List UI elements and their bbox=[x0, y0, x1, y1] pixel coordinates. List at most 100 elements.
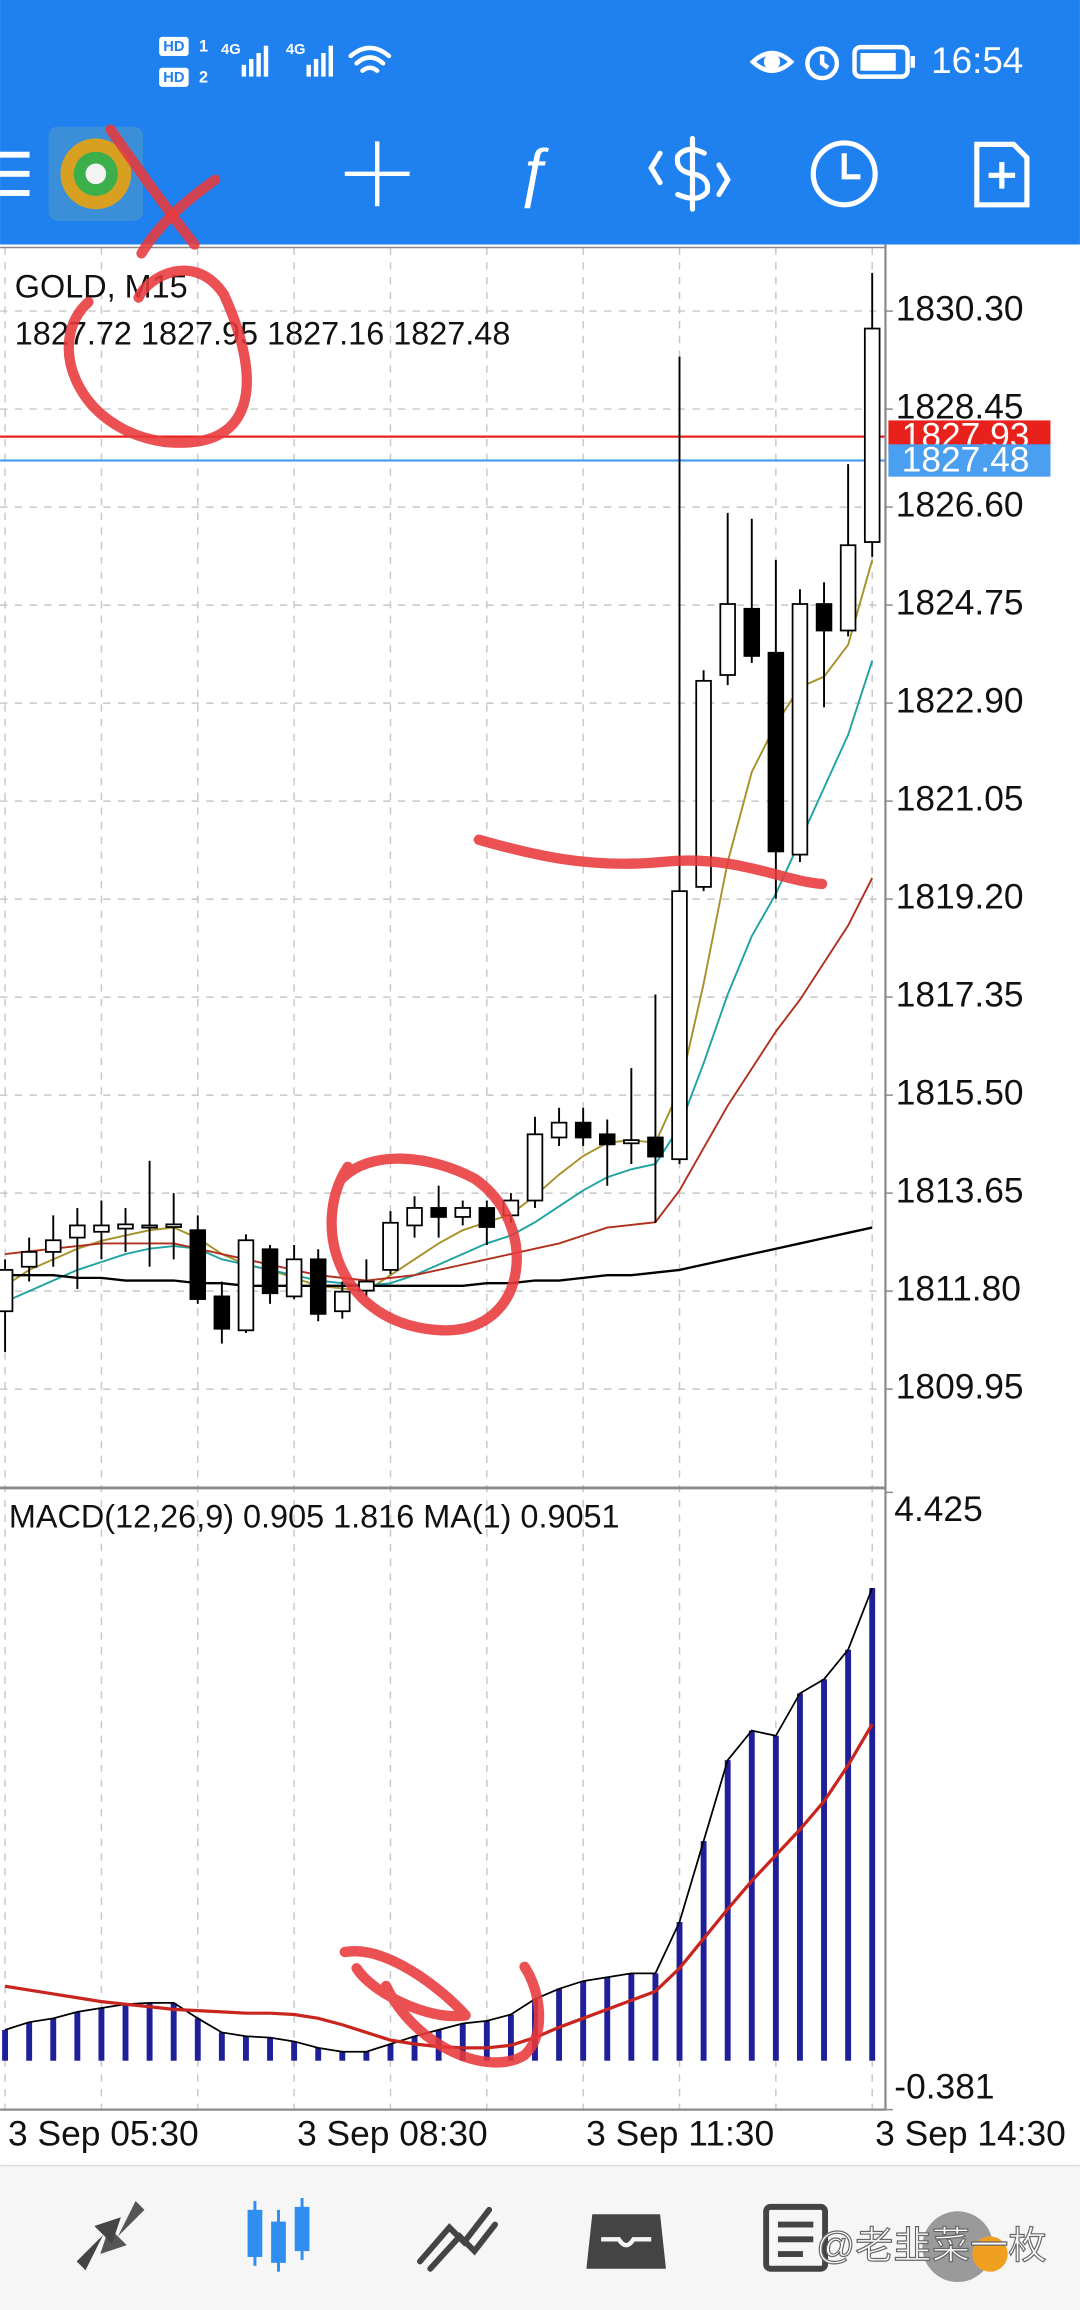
annotation-circle bbox=[326, 1153, 522, 1336]
macd-bar bbox=[291, 2041, 298, 2061]
settings-tab[interactable] bbox=[922, 2211, 994, 2283]
candle-body bbox=[671, 890, 688, 1161]
quotes-tab[interactable] bbox=[76, 2200, 145, 2271]
price-label: 1827.48 bbox=[902, 440, 1030, 479]
sim-label: HD bbox=[163, 70, 185, 86]
toolbar: ƒ bbox=[0, 126, 1030, 221]
macd-bar bbox=[869, 1588, 876, 2061]
macd-bar bbox=[700, 1841, 707, 2061]
news-tab[interactable] bbox=[763, 2203, 829, 2272]
y-tick-label: 1821.05 bbox=[896, 779, 1024, 818]
candle-body bbox=[815, 603, 833, 632]
wifi-icon bbox=[348, 45, 392, 73]
sim-badge bbox=[159, 67, 189, 87]
candle-body bbox=[93, 1224, 110, 1233]
x-tick-label: 3 Sep 05:30 bbox=[8, 2115, 199, 2154]
candle-body bbox=[574, 1121, 592, 1139]
macd-bar bbox=[556, 1988, 563, 2061]
plot bbox=[0, 272, 886, 2061]
macd-bar bbox=[797, 1693, 803, 2061]
macd-bar bbox=[459, 2023, 466, 2061]
macd-bar bbox=[845, 1649, 852, 2061]
macd-bar bbox=[604, 1977, 611, 2061]
macd-bar bbox=[580, 1981, 587, 2061]
candle-body bbox=[695, 679, 712, 888]
candle-body bbox=[743, 607, 761, 657]
trade-button[interactable] bbox=[648, 135, 731, 212]
moving-average bbox=[5, 1226, 873, 1287]
macd-bar bbox=[315, 2047, 322, 2061]
y-tick-label: 1828.45 bbox=[896, 387, 1024, 426]
period-button[interactable] bbox=[810, 140, 878, 208]
candle-body bbox=[117, 1223, 134, 1230]
candle-body bbox=[863, 327, 881, 543]
macd-bar bbox=[218, 2032, 225, 2061]
macd-bar bbox=[652, 1973, 659, 2061]
y-tick-label: 1819.20 bbox=[896, 877, 1024, 916]
history-tab[interactable] bbox=[586, 2214, 666, 2269]
candle-body bbox=[0, 1269, 14, 1313]
new-order-button[interactable] bbox=[974, 141, 1030, 208]
crosshair-button[interactable] bbox=[344, 141, 410, 207]
y-tick-label: 1826.60 bbox=[896, 485, 1024, 524]
y-tick-label: -0.381 bbox=[894, 2067, 994, 2106]
status-bar: HD 1 HD 2 4G 4G 16:54 bbox=[159, 36, 1023, 87]
annotation-stroke bbox=[105, 124, 200, 250]
menu-button[interactable] bbox=[0, 151, 30, 196]
candle-body bbox=[454, 1207, 471, 1218]
macd-bar bbox=[676, 1921, 683, 2061]
candle-body bbox=[647, 1136, 664, 1158]
macd-line bbox=[4, 1587, 874, 2053]
network-type: 4G bbox=[286, 42, 306, 58]
chart-tab[interactable] bbox=[247, 2198, 310, 2272]
macd-bar bbox=[170, 2002, 177, 2061]
macd-bar bbox=[2, 2029, 9, 2061]
y-tick-label: 1813.65 bbox=[896, 1171, 1024, 1210]
macd-bar bbox=[146, 2002, 153, 2061]
ohlc-readout: 1827.72 1827.95 1827.16 1827.48 bbox=[15, 315, 511, 351]
annotation-circle bbox=[63, 265, 252, 448]
signal-icon bbox=[306, 45, 334, 77]
candle-body bbox=[406, 1207, 423, 1227]
macd-bar bbox=[242, 2036, 249, 2061]
candle-body bbox=[334, 1290, 351, 1313]
macd-bar bbox=[483, 2020, 490, 2061]
candle-body bbox=[285, 1258, 303, 1298]
sim-badge bbox=[159, 36, 189, 56]
sim-number: 1 bbox=[199, 37, 208, 55]
macd-bar bbox=[50, 2018, 57, 2061]
macd-bar bbox=[339, 2051, 346, 2061]
candle-body bbox=[623, 1139, 640, 1145]
candle-body bbox=[719, 603, 736, 676]
candle-body bbox=[599, 1133, 616, 1146]
clock: 16:54 bbox=[931, 40, 1023, 81]
candle-body bbox=[20, 1251, 38, 1268]
candle-body bbox=[767, 651, 785, 853]
bottom-nav bbox=[0, 2165, 1080, 2310]
macd-bar bbox=[122, 2004, 129, 2061]
macd-bar bbox=[26, 2022, 33, 2061]
app-logo[interactable] bbox=[48, 126, 143, 221]
macd-bar bbox=[772, 1735, 779, 2061]
candle-body bbox=[430, 1207, 447, 1218]
grid bbox=[0, 247, 886, 2110]
annotation-squiggle bbox=[339, 1946, 545, 2068]
candle-body bbox=[261, 1248, 279, 1295]
alarm-icon bbox=[805, 46, 840, 81]
macd-bar bbox=[748, 1730, 755, 2061]
y-tick-label: 1809.95 bbox=[896, 1367, 1024, 1406]
annotations bbox=[63, 124, 828, 2068]
chart-background bbox=[0, 244, 1080, 2166]
indicators-button[interactable]: ƒ bbox=[515, 135, 551, 209]
indicator-label: MACD(12,26,9) 0.905 1.816 MA(1) 0.9051 bbox=[9, 1498, 620, 1534]
x-tick-label: 3 Sep 08:30 bbox=[297, 2115, 488, 2154]
annotation-stroke bbox=[136, 174, 221, 259]
annotation-line bbox=[473, 834, 828, 890]
candle-body bbox=[309, 1258, 327, 1315]
eye-icon bbox=[749, 50, 795, 73]
candle-body bbox=[141, 1224, 158, 1229]
sim-label: HD bbox=[163, 39, 185, 55]
trade-tab[interactable] bbox=[416, 2206, 499, 2272]
